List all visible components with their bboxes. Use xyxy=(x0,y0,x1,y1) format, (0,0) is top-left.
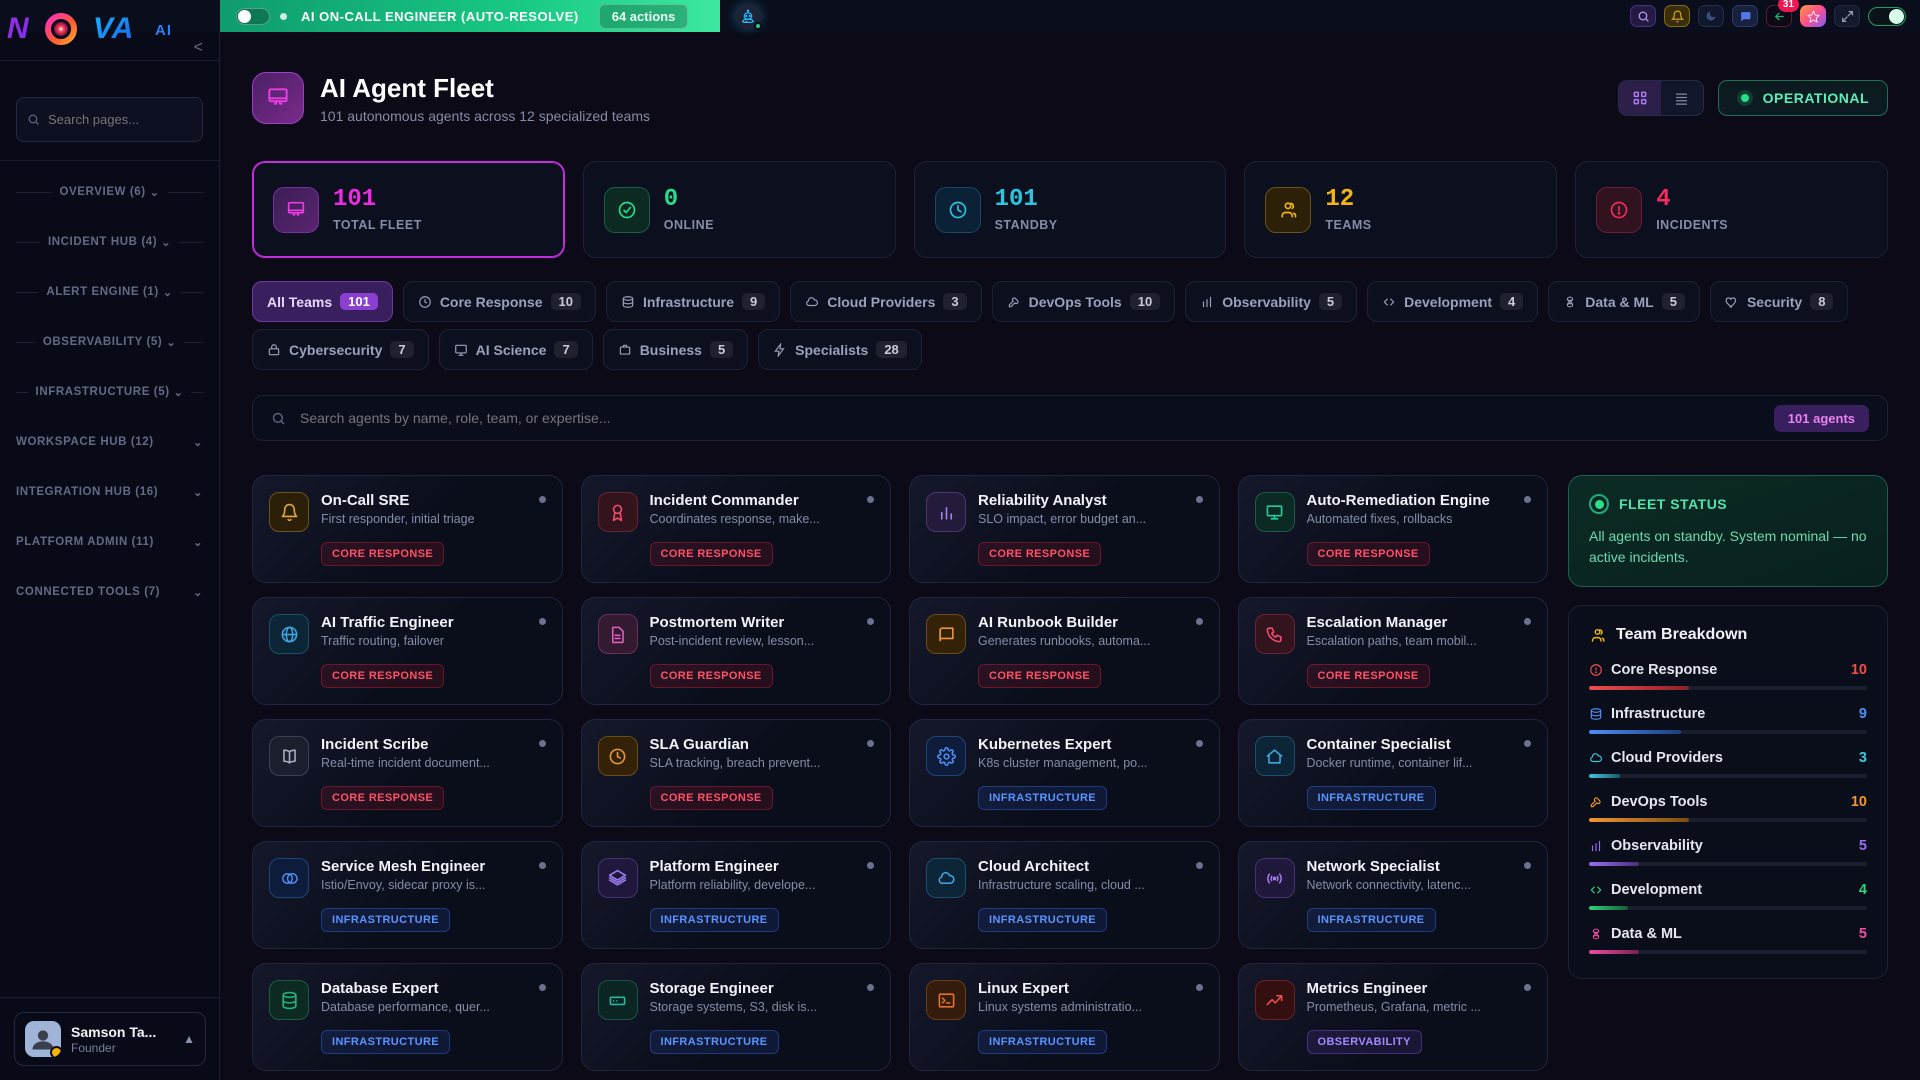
svg-text:AI: AI xyxy=(155,22,172,39)
svg-text:VA: VA xyxy=(93,13,134,45)
svg-text:N: N xyxy=(7,13,30,45)
